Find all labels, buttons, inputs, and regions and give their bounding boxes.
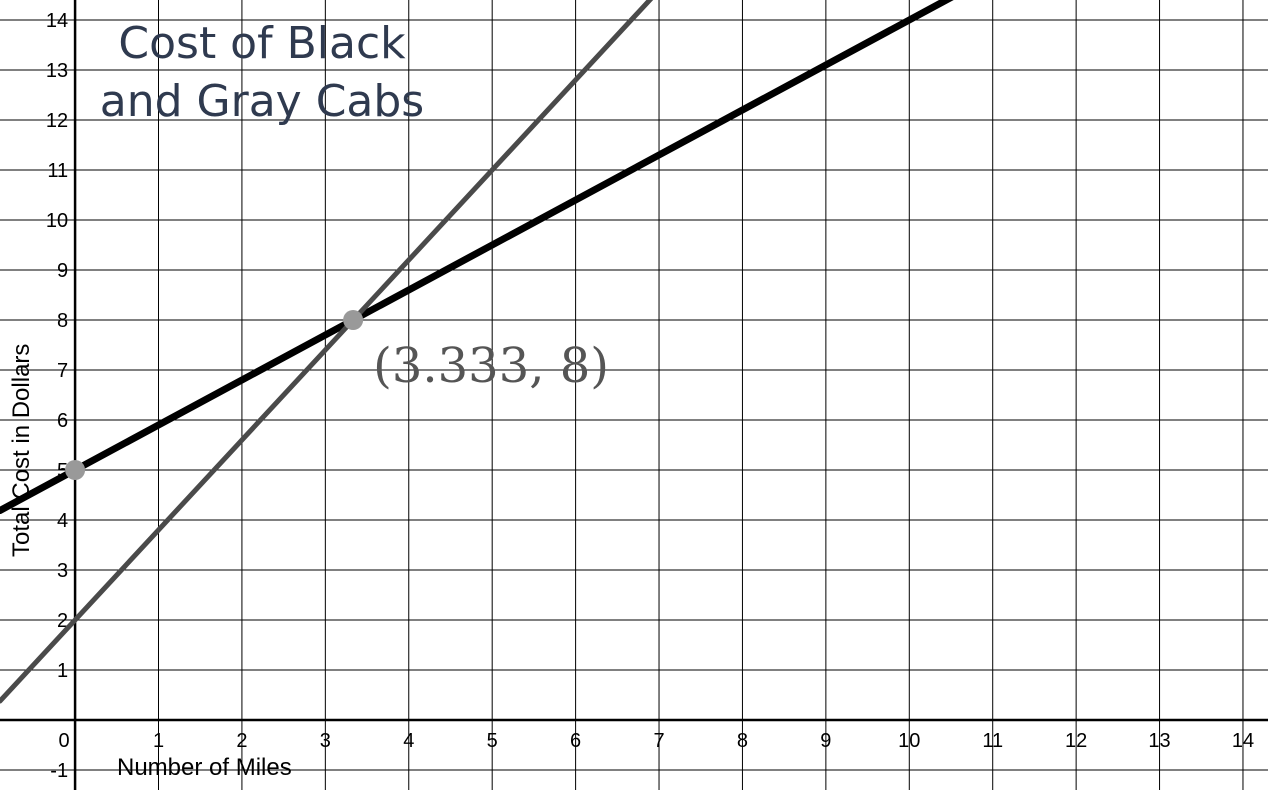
series-line-1 xyxy=(0,0,954,514)
data-point xyxy=(65,460,86,480)
x-tick-label: 1 xyxy=(153,730,164,752)
data-points xyxy=(65,310,364,480)
y-axis-title: Total Cost in Dollars xyxy=(8,344,35,557)
intersection-label: (3.333, 8) xyxy=(373,338,609,394)
x-tick-label: 10 xyxy=(898,730,920,752)
x-tick-label: 12 xyxy=(1065,730,1087,752)
series-lines xyxy=(0,0,954,704)
x-tick-label: 5 xyxy=(487,730,498,752)
x-tick-label: 0 xyxy=(59,730,70,752)
y-tick-label: 5 xyxy=(57,460,68,482)
tick-labels: 0 1 2 3 4 5 6 7 8 9 10 11 12 13 14-1123456789101112131… xyxy=(46,10,1254,782)
chart-title-line-1: Cost of Black xyxy=(118,18,406,69)
data-point xyxy=(343,310,364,330)
y-tick-label: 12 xyxy=(46,110,68,132)
y-tick-label: 7 xyxy=(57,360,68,382)
x-tick-label: 3 xyxy=(320,730,331,752)
series-line-2 xyxy=(0,0,654,704)
y-tick-label: 2 xyxy=(57,610,68,632)
y-tick-label: 1 xyxy=(57,660,68,682)
y-tick-label: 3 xyxy=(57,560,68,582)
y-tick-label: 10 xyxy=(46,210,68,232)
x-axis-title: Number of Miles xyxy=(117,754,292,781)
y-tick-label: -1 xyxy=(50,760,68,782)
x-tick-label: 8 xyxy=(737,730,748,752)
chart-title-line-2: and Gray Cabs xyxy=(100,76,424,127)
x-tick-label: 9 xyxy=(820,730,831,752)
x-tick-label: 2 xyxy=(236,730,247,752)
x-tick-label: 14 xyxy=(1232,730,1254,752)
x-tick-label: 4 xyxy=(403,730,414,752)
y-tick-label: 14 xyxy=(46,10,68,32)
y-tick-label: 13 xyxy=(46,60,68,82)
x-tick-label: 7 xyxy=(653,730,664,752)
y-tick-label: 6 xyxy=(57,410,68,432)
x-tick-label: 13 xyxy=(1148,730,1170,752)
x-tick-label: 6 xyxy=(570,730,581,752)
y-tick-label: 11 xyxy=(47,160,68,182)
y-tick-label: 4 xyxy=(57,510,68,532)
y-tick-label: 8 xyxy=(57,310,68,332)
y-tick-label: 9 xyxy=(57,260,68,282)
x-tick-label: 11 xyxy=(982,730,1003,752)
